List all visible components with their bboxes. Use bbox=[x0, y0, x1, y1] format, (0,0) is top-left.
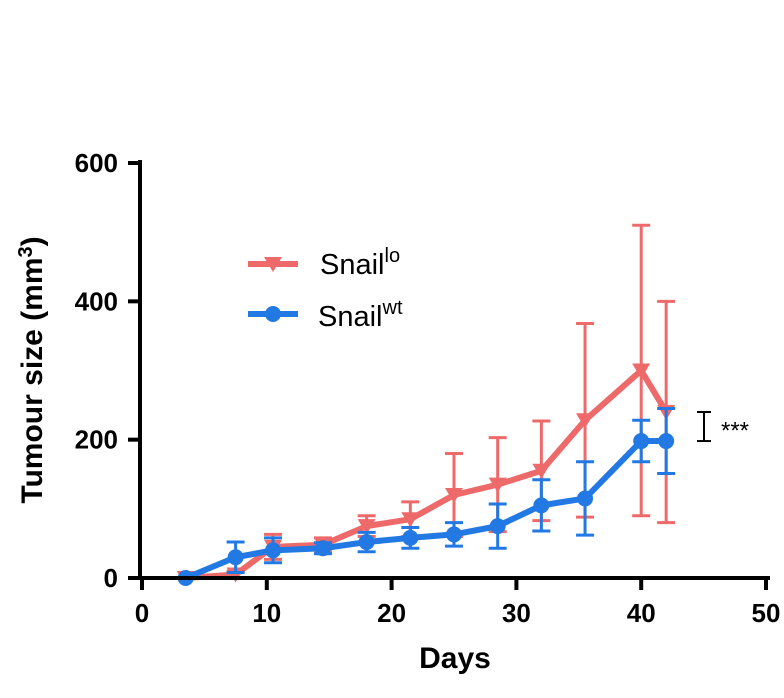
y-tick-label-0: 0 bbox=[104, 563, 118, 593]
legend-label-snail-lo-sup: lo bbox=[385, 245, 401, 267]
point-snail-wt-1 bbox=[228, 549, 244, 565]
y-tick-label-400: 400 bbox=[75, 286, 118, 316]
x-tick-label-10: 10 bbox=[252, 598, 281, 628]
series-layer bbox=[177, 225, 675, 586]
y-ticks: 0 200 400 600 bbox=[75, 148, 140, 593]
legend-label-snail-wt: Snailwt bbox=[318, 297, 403, 333]
x-ticks: 0 10 20 30 40 50 bbox=[135, 578, 781, 628]
y-axis-title: Tumour size (mm3) bbox=[15, 236, 49, 503]
legend-label-snail-lo: Snaillo bbox=[320, 245, 400, 281]
legend-label-snail-wt-base: Snail bbox=[318, 301, 383, 333]
x-tick-label-20: 20 bbox=[377, 598, 406, 628]
legend-item-snail-lo: Snaillo bbox=[248, 245, 400, 281]
legend-label-snail-lo-base: Snail bbox=[320, 249, 385, 281]
y-axis-title-sup: 3 bbox=[15, 246, 37, 257]
x-tick-label-0: 0 bbox=[135, 598, 149, 628]
significance-annotation: *** bbox=[697, 412, 749, 445]
y-axis-title-close: ) bbox=[16, 236, 49, 246]
x-tick-label-30: 30 bbox=[502, 598, 531, 628]
series-snail-lo bbox=[177, 225, 675, 586]
point-snail-wt-9 bbox=[577, 490, 593, 506]
point-snail-wt-5 bbox=[402, 530, 418, 546]
y-axis-title-main: Tumour size (mm bbox=[16, 257, 49, 503]
point-snail-wt-11 bbox=[658, 433, 674, 449]
x-axis-title: Days bbox=[419, 642, 491, 675]
y-tick-label-600: 600 bbox=[75, 148, 118, 178]
legend: Snaillo Snailwt bbox=[248, 245, 403, 333]
legend-marker-snail-wt bbox=[265, 306, 281, 322]
point-snail-wt-2 bbox=[265, 542, 281, 558]
point-snail-wt-4 bbox=[359, 534, 375, 550]
line-snail-lo bbox=[186, 371, 666, 579]
point-snail-wt-6 bbox=[446, 526, 462, 542]
point-snail-wt-10 bbox=[633, 433, 649, 449]
point-snail-wt-8 bbox=[533, 497, 549, 513]
y-tick-label-200: 200 bbox=[75, 425, 118, 455]
point-snail-wt-3 bbox=[315, 540, 331, 556]
x-tick-label-50: 50 bbox=[752, 598, 781, 628]
legend-label-snail-wt-sup: wt bbox=[382, 297, 403, 319]
point-snail-wt-7 bbox=[490, 518, 506, 534]
x-tick-label-40: 40 bbox=[627, 598, 656, 628]
legend-item-snail-wt: Snailwt bbox=[248, 297, 403, 333]
tumour-growth-chart: 0 10 20 30 40 50 0 200 400 600 Days Tumour size … bbox=[0, 0, 784, 698]
significance-label: *** bbox=[721, 418, 749, 445]
